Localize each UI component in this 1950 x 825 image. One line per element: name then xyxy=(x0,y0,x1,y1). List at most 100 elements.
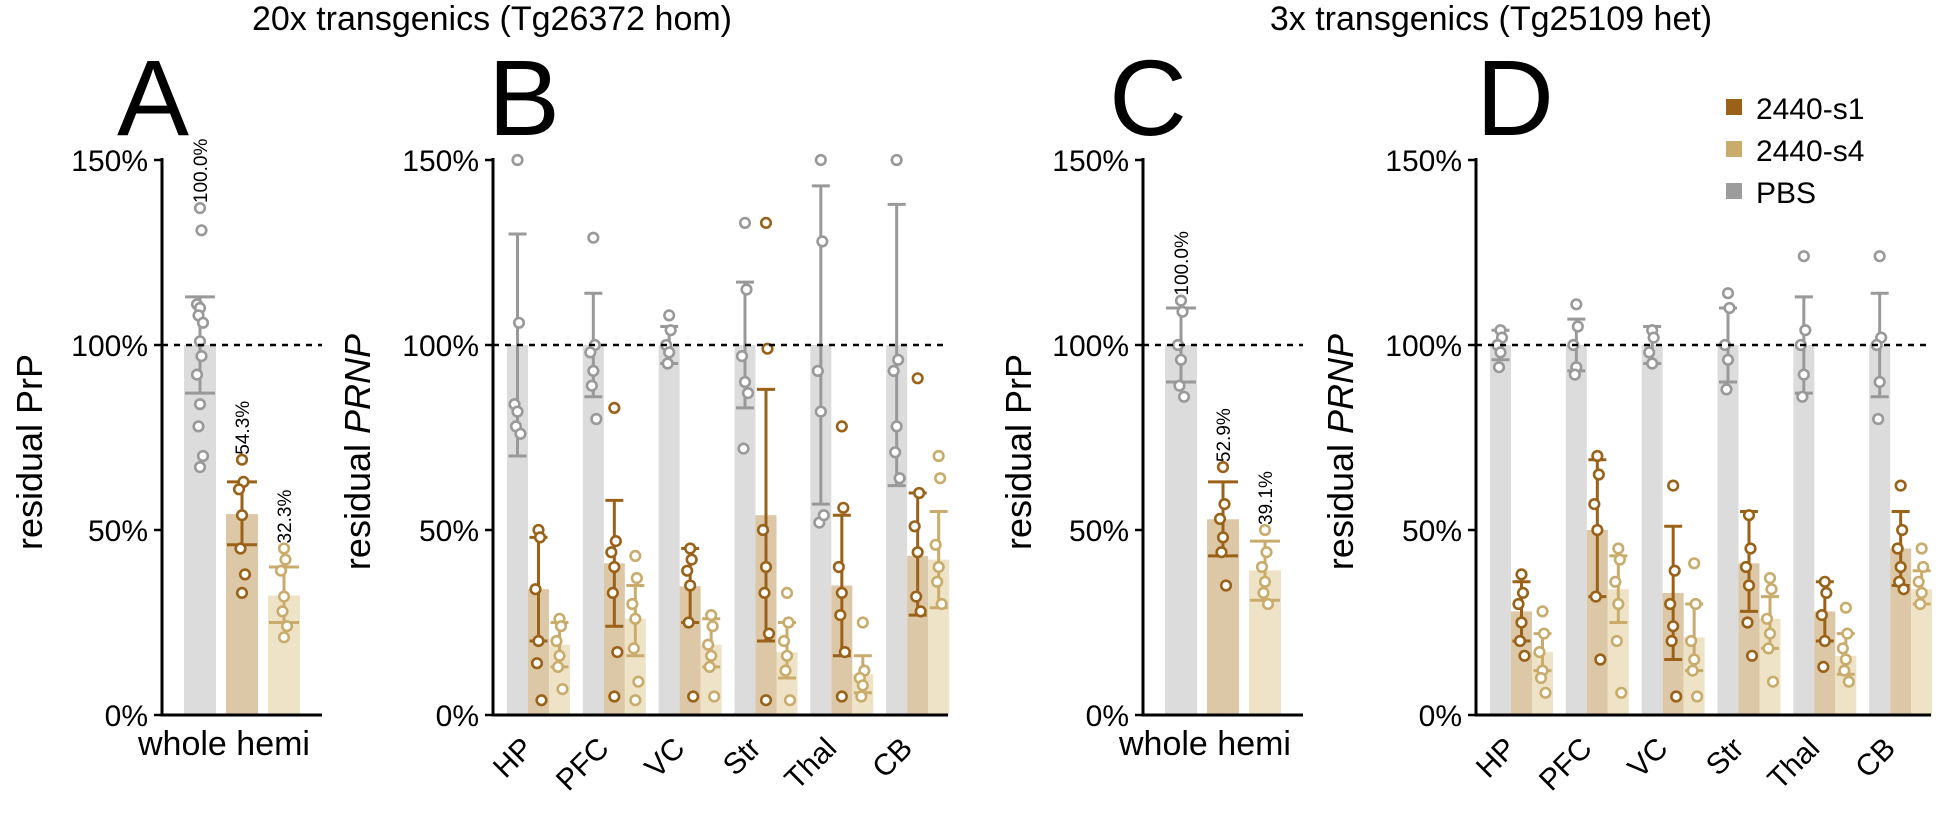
data-2440-s1-point xyxy=(530,657,544,670)
panel-b: 0% 50% 100% 150% residual PRNP HP PFC VC Str Thal… xyxy=(337,145,950,797)
data-2440-s1-point xyxy=(1739,560,1753,574)
data-PBS-point xyxy=(889,446,902,459)
data-2440-s1-point xyxy=(1820,586,1833,600)
data-2440-s4-point xyxy=(708,690,721,703)
x-axis-label: whole hemi xyxy=(1118,725,1291,763)
y-axis-label-text: residual PrP xyxy=(998,354,1039,550)
data-2440-s1-point xyxy=(911,546,924,559)
data-PBS-point xyxy=(193,398,207,411)
bar-2440-s4 xyxy=(1759,618,1781,715)
data-2440-s1-point xyxy=(609,534,622,548)
bars xyxy=(1490,250,1933,715)
data-2440-s4-point xyxy=(782,616,795,629)
bars: 100.0% 54.3% 32.3% xyxy=(184,139,300,715)
y-axis-label-italic: PRNP xyxy=(1320,334,1361,434)
data-PBS-point xyxy=(195,350,208,363)
data-2440-s4-point xyxy=(1258,575,1272,588)
y-tick-label: 0% xyxy=(1086,700,1129,733)
data-2440-s4-point xyxy=(1613,553,1626,566)
mean-label-2440-s4: 32.3% xyxy=(275,490,296,544)
data-2440-s4-point xyxy=(1842,675,1855,688)
data-2440-s1-point xyxy=(682,616,695,629)
data-2440-s1-point xyxy=(533,531,547,544)
data-PBS-point xyxy=(892,353,905,366)
data-2440-s1-point xyxy=(1667,479,1680,492)
y-tick-label: 50% xyxy=(1402,515,1462,548)
data-2440-s1-point xyxy=(234,542,247,555)
x-tick-label: VC xyxy=(639,732,692,785)
panel-letter-d: D xyxy=(1476,37,1554,158)
data-PBS-point xyxy=(1177,390,1191,403)
data-PBS-point xyxy=(1174,353,1188,366)
data-PBS-point xyxy=(587,364,600,378)
data-2440-s4-point xyxy=(1615,686,1628,699)
data-2440-s1-point xyxy=(1516,586,1530,600)
data-2440-s1-point xyxy=(908,520,921,533)
data-2440-s4-point xyxy=(1537,627,1551,640)
data-2440-s1-point xyxy=(835,586,848,600)
data-2440-s4-point xyxy=(556,682,569,696)
y-tick-label: 100% xyxy=(1385,330,1462,363)
y-tick-label: 50% xyxy=(419,515,479,548)
y-axis-label: residual PrP xyxy=(9,354,50,550)
data-2440-s1-point xyxy=(1815,608,1828,622)
data-PBS-point xyxy=(1174,294,1188,307)
data-PBS-point xyxy=(1643,346,1656,359)
data-2440-s4-point xyxy=(1609,575,1622,588)
data-2440-s1-point xyxy=(529,583,542,596)
bar-2440-s4 xyxy=(1607,589,1629,715)
data-2440-s4-point xyxy=(1763,571,1777,585)
data-2440-s4-point xyxy=(935,597,948,611)
data-PBS-point xyxy=(587,231,600,244)
data-2440-s4-point xyxy=(1260,546,1273,559)
data-PBS-point xyxy=(1721,353,1735,366)
bar-PBS xyxy=(658,345,680,715)
data-2440-s4-point xyxy=(780,649,794,662)
data-2440-s4-point xyxy=(932,560,945,574)
data-2440-s4-point xyxy=(629,549,642,563)
data-2440-s4-point xyxy=(855,690,868,703)
y-tick-label: 150% xyxy=(402,145,479,178)
data-2440-s4-point xyxy=(1536,605,1549,618)
y-axis-label: residual PRNP xyxy=(1320,334,1361,570)
legend-label: PBS xyxy=(1756,177,1816,210)
y-axis-label-italic: PRNP xyxy=(337,334,378,434)
data-2440-s4-point xyxy=(705,608,718,622)
data-2440-s1-point xyxy=(611,645,624,659)
data-2440-s1-point xyxy=(1667,620,1680,633)
data-PBS-point xyxy=(663,346,676,359)
data-2440-s1-point xyxy=(759,216,773,229)
data-2440-s1-point xyxy=(914,605,927,618)
data-PBS-point xyxy=(811,364,824,378)
data-PBS-point xyxy=(585,379,598,392)
data-2440-s4-point xyxy=(277,542,291,555)
data-PBS-point xyxy=(1494,346,1507,359)
y-tick-label: 100% xyxy=(71,330,148,363)
data-2440-s4-point xyxy=(1612,597,1625,611)
data-2440-s4-point xyxy=(630,571,643,585)
data-2440-s1-point xyxy=(1515,616,1528,629)
data-2440-s4-point xyxy=(783,694,797,707)
data-2440-s1-point xyxy=(1894,479,1907,492)
data-PBS-point xyxy=(893,472,906,485)
data-PBS-point xyxy=(663,309,676,322)
data-2440-s1-point xyxy=(762,627,776,640)
data-2440-s1-point xyxy=(608,560,621,574)
y-axis-label: residual PrP xyxy=(998,354,1039,550)
data-2440-s1-point xyxy=(1896,523,1909,537)
data-2440-s4-point xyxy=(629,612,642,625)
bar-PBS xyxy=(1490,345,1511,715)
y-tick-label: 150% xyxy=(71,145,148,178)
x-tick-label: CB xyxy=(1849,732,1902,785)
data-2440-s1-point xyxy=(910,590,923,603)
bar-2440-s1 xyxy=(1738,563,1760,715)
data-2440-s1-point xyxy=(681,564,694,577)
data-PBS-point xyxy=(1570,298,1583,311)
data-2440-s1-point xyxy=(684,542,697,555)
data-2440-s4-point xyxy=(1766,675,1780,688)
data-PBS-point xyxy=(814,405,827,418)
panel-a: 0% 50% 100% 150% residual PrP 100.0% 54.3% 32.3… xyxy=(9,139,322,763)
data-PBS-point xyxy=(1176,305,1189,318)
data-2440-s1-point xyxy=(756,523,770,537)
data-2440-s1-point xyxy=(608,401,621,415)
